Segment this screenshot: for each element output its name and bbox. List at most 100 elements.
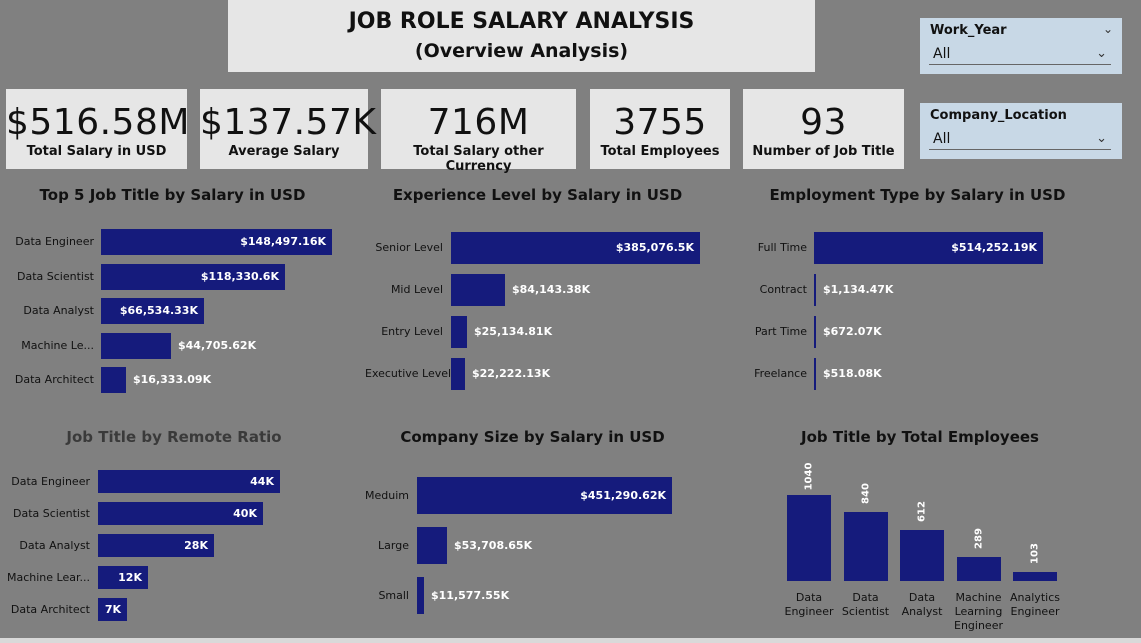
bar[interactable] <box>98 502 263 525</box>
company-location-slicer[interactable]: Company_Location All ⌄ <box>920 103 1122 159</box>
category-label: Machine Lear... <box>7 570 90 584</box>
category-label: Senior Level <box>375 241 443 254</box>
work-year-dropdown[interactable]: All ⌄ <box>929 43 1111 65</box>
column[interactable] <box>1013 572 1057 581</box>
column[interactable] <box>956 557 1001 581</box>
data-label: $672.07K <box>823 325 882 338</box>
data-label: 7K <box>104 602 121 616</box>
bar[interactable] <box>101 367 126 393</box>
bar[interactable] <box>101 263 285 290</box>
bar[interactable] <box>814 232 1043 264</box>
kpi-job-titles-card: 93 Number of Job Title <box>743 89 904 169</box>
category-label: Data Scientist <box>841 591 890 618</box>
data-label: 28K <box>184 538 208 552</box>
data-label: 840 <box>860 483 871 504</box>
page-tab-strip <box>0 638 1141 643</box>
category-label: Data Analyst <box>23 304 94 317</box>
bar[interactable] <box>98 534 214 557</box>
bar[interactable] <box>417 577 424 614</box>
report-subtitle: (Overview Analysis) <box>414 40 629 62</box>
company-location-slicer-label: Company_Location <box>930 108 1067 123</box>
company-location-selected-value: All <box>933 131 951 147</box>
column[interactable] <box>843 512 888 581</box>
data-label: $16,333.09K <box>133 373 212 386</box>
column[interactable] <box>900 530 944 581</box>
data-label: 12K <box>118 570 142 584</box>
category-label: Data Analyst <box>901 591 943 618</box>
chevron-down-icon[interactable]: ⌄ <box>1096 46 1107 61</box>
kpi-label: Total Salary other Currency <box>413 144 544 174</box>
bar[interactable] <box>814 316 816 348</box>
kpi-value: $137.57K <box>200 102 377 143</box>
category-label: Contract <box>759 283 807 296</box>
kpi-label: Total Employees <box>600 144 720 159</box>
data-label: 612 <box>916 501 928 522</box>
bar[interactable] <box>417 527 447 564</box>
data-label: $385,076.5K <box>615 241 694 254</box>
bar[interactable] <box>417 477 672 514</box>
category-label: Large <box>378 538 409 552</box>
company-location-dropdown[interactable]: All ⌄ <box>929 128 1111 150</box>
category-label: Analytics Engineer <box>1010 591 1060 618</box>
category-label: Entry Level <box>381 325 443 338</box>
data-label: 1040 <box>803 462 815 491</box>
data-label: $11,577.55K <box>431 588 510 602</box>
category-label: Data Architect <box>10 602 90 616</box>
category-label: Machine Le... <box>21 338 94 352</box>
kpi-label: Total Salary in USD <box>26 144 167 159</box>
chart-job-title-remote-ratio[interactable]: Job Title by Remote Ratio Data Engineer 4… <box>0 422 370 637</box>
kpi-other-currency-card: 716M Total Salary other Currency <box>381 89 576 174</box>
chart-company-size-salary[interactable]: Company Size by Salary in USD Meduim $451… <box>355 422 740 637</box>
chart-employment-type-salary[interactable]: Employment Type by Salary in USD Full Ti… <box>745 180 1135 410</box>
category-label: Data Analyst <box>19 538 90 552</box>
kpi-value: 93 <box>800 102 847 143</box>
kpi-value: $516.58M <box>6 102 190 143</box>
chart-title: Experience Level by Salary in USD <box>392 186 683 204</box>
category-label: Part Time <box>754 325 807 338</box>
kpi-total-employees-card: 3755 Total Employees <box>590 89 730 169</box>
bar[interactable] <box>451 316 467 348</box>
data-label: $451,290.62K <box>580 488 666 502</box>
kpi-average-salary-card: $137.57K Average Salary <box>200 89 377 169</box>
bar[interactable] <box>101 298 204 324</box>
bar[interactable] <box>101 332 171 359</box>
bar[interactable] <box>98 598 127 621</box>
kpi-total-salary-card: $516.58M Total Salary in USD <box>6 89 190 169</box>
bar[interactable] <box>101 229 332 255</box>
report-title-card: JOB ROLE SALARY ANALYSIS (Overview Analy… <box>228 0 815 72</box>
chart-title: Job Title by Remote Ratio <box>66 428 282 446</box>
column[interactable] <box>787 495 831 581</box>
chart-job-title-total-employees[interactable]: Job Title by Total Employees 1040 Data En… <box>760 422 1080 638</box>
chart-top5-job-title-salary[interactable]: Top 5 Job Title by Salary in USD Data En… <box>0 180 370 410</box>
category-label: Meduim <box>365 488 409 502</box>
chevron-down-icon[interactable]: ⌄ <box>1102 22 1113 36</box>
bar[interactable] <box>451 232 700 264</box>
chart-experience-level-salary[interactable]: Experience Level by Salary in USD Senior… <box>365 180 715 410</box>
bar[interactable] <box>814 358 816 390</box>
chart-title: Employment Type by Salary in USD <box>769 186 1066 204</box>
chart-title: Job Title by Total Employees <box>801 428 1039 446</box>
data-label: 44K <box>250 474 274 488</box>
bar[interactable] <box>98 470 280 493</box>
category-label: Data Engineer <box>784 591 834 618</box>
work-year-slicer[interactable]: Work_Year ⌄ All ⌄ <box>920 18 1122 74</box>
data-label: $118,330.6K <box>200 269 279 283</box>
kpi-value: 3755 <box>613 102 707 143</box>
bar[interactable] <box>451 358 465 390</box>
data-label: 40K <box>233 506 257 520</box>
category-label: Freelance <box>754 367 807 380</box>
data-label: $25,134.81K <box>474 325 553 338</box>
category-label: Mid Level <box>390 283 443 296</box>
data-label: $53,708.65K <box>454 538 533 552</box>
data-label: $84,143.38K <box>512 283 591 296</box>
work-year-selected-value: All <box>933 46 951 62</box>
bar[interactable] <box>98 566 148 589</box>
chart-title: Top 5 Job Title by Salary in USD <box>39 186 306 204</box>
category-label: Small <box>378 588 409 602</box>
kpi-label: Average Salary <box>228 144 340 159</box>
data-label: $66,534.33K <box>119 304 198 317</box>
bar[interactable] <box>451 274 505 306</box>
bar[interactable] <box>814 274 816 306</box>
data-label: $514,252.19K <box>951 241 1037 254</box>
chevron-down-icon[interactable]: ⌄ <box>1096 131 1107 146</box>
